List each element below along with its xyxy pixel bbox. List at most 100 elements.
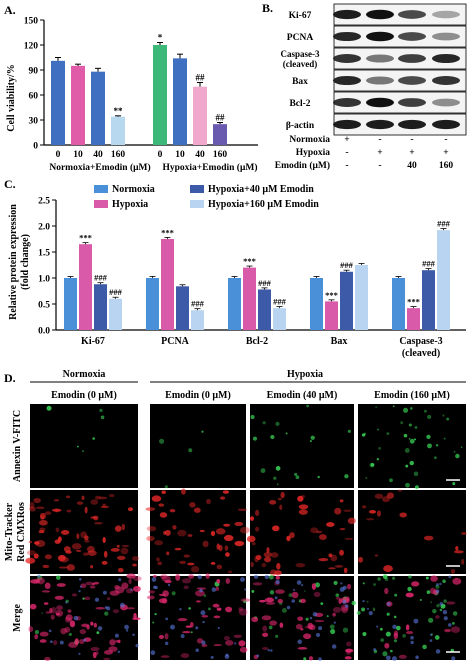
blot-band	[432, 53, 460, 64]
micrograph	[250, 404, 354, 488]
panel-a-bar	[91, 71, 105, 145]
band-label: Bax	[292, 77, 308, 87]
blot-band	[398, 54, 426, 63]
panel-c-bar	[422, 270, 435, 330]
panel-a-xtick: 0	[158, 150, 163, 160]
panel-c-bar	[109, 298, 122, 330]
panel-b-western-blot: Ki-67 PCNA Caspase-3(cleaved) Bax Bcl-2 β-act…	[275, 3, 467, 171]
condition-row-label: Hypoxia	[296, 148, 331, 158]
blot-band	[333, 75, 361, 86]
legend-label: Hypoxia+40 μM Emodin	[208, 184, 314, 195]
panel-c-bar	[161, 239, 174, 330]
condition-cell: -	[345, 148, 348, 158]
micrograph	[358, 490, 466, 574]
panel-c-bar	[340, 271, 353, 330]
panel-a-bar	[173, 58, 187, 146]
panel-d-row-label: Red CMXRos	[16, 502, 27, 562]
legend-label: Hypoxia+160 μM Emodin	[208, 199, 319, 210]
condition-cell: -	[345, 161, 348, 171]
panel-a-ytick: 30	[29, 117, 39, 127]
blot-band	[333, 54, 361, 63]
blot-band	[432, 119, 460, 130]
panel-a-xtick: 40	[93, 150, 103, 160]
panel-c-label: C.	[4, 177, 16, 191]
panel-a-xtick: 0	[56, 150, 61, 160]
legend-swatch	[94, 185, 108, 193]
condition-cell: 40	[407, 161, 417, 171]
panel-c-ytick: 1.5	[38, 249, 50, 259]
panel-d-column-label: Emodin (40 μM)	[267, 390, 338, 401]
panel-a-ytick: 90	[29, 67, 39, 77]
panel-c-annotation: ###	[94, 273, 108, 283]
panel-d-hypoxia: Hypoxia	[287, 369, 323, 380]
panel-c-bar	[64, 278, 77, 330]
legend-swatch	[190, 185, 204, 193]
micrograph	[30, 490, 138, 574]
blot-band	[333, 9, 361, 20]
band-label: β-actin	[286, 121, 315, 131]
panel-c-xtick: Ki-67	[81, 336, 105, 347]
legend-swatch	[94, 200, 108, 208]
blot-band	[333, 98, 361, 107]
panel-a-xtick: 160	[213, 150, 228, 160]
panel-d-row-label: Mito-Tracker	[4, 502, 15, 561]
panel-a-ytick: 60	[29, 92, 39, 102]
panel-c-bar	[94, 284, 107, 330]
band-label: PCNA	[287, 33, 314, 43]
panel-c-annotation: ***	[407, 297, 420, 307]
panel-c-bar	[407, 308, 420, 330]
panel-a-annotation: *	[158, 33, 163, 43]
legend-label: Hypoxia	[112, 199, 148, 210]
panel-c-annotation: ###	[422, 259, 436, 269]
panel-c-annotation: ###	[340, 260, 354, 270]
band-label: Caspase-3	[280, 49, 320, 59]
condition-cell: +	[344, 135, 349, 145]
panel-a-annotation: **	[114, 106, 124, 116]
panel-c-annotation: ###	[191, 299, 205, 309]
panel-a-xtick: 10	[73, 150, 83, 160]
legend-swatch	[190, 200, 204, 208]
condition-cell: +	[443, 148, 448, 158]
panel-c-bar	[273, 308, 286, 330]
panel-c-bar	[325, 301, 338, 330]
panel-c-bar	[437, 230, 450, 330]
condition-cell: -	[378, 135, 381, 145]
panel-d-microscopy: Normoxia Hypoxia Emodin (0 μM) Emodin (0 …	[4, 369, 467, 662]
panel-c-bar	[310, 278, 323, 330]
panel-c-annotation: ***	[243, 256, 256, 266]
panel-a-bar	[213, 124, 227, 145]
blot-band	[432, 76, 460, 85]
condition-cell: -	[410, 135, 413, 145]
blot-band	[366, 31, 394, 42]
blot-band	[398, 32, 426, 41]
blot-band	[432, 10, 460, 19]
panel-c-annotation: ***	[161, 227, 174, 237]
panel-c-annotation: ***	[79, 233, 92, 243]
panel-c-ytick: 2.0	[38, 223, 50, 233]
panel-c-bar	[191, 310, 204, 330]
blot-band	[398, 10, 426, 19]
panel-a-annotation: ##	[196, 73, 206, 83]
blot-band	[366, 97, 394, 108]
panel-d-column-label: Emodin (0 μM)	[165, 390, 231, 401]
panel-c-bar	[176, 286, 189, 330]
legend-label: Normoxia	[112, 184, 155, 195]
panel-a-ytick: 120	[24, 42, 39, 52]
panel-a-ytick: 150	[24, 17, 39, 27]
micrograph	[358, 576, 466, 660]
panel-c-chart: Relative protein expression (fold change…	[8, 184, 466, 359]
panel-c-ytick: 1.0	[38, 275, 50, 285]
panel-c-annotation: ###	[258, 278, 272, 288]
blot-band	[366, 54, 394, 63]
panel-c-bar	[79, 244, 92, 330]
panel-c-xtick: PCNA	[161, 336, 190, 347]
blot-band	[398, 76, 426, 85]
panel-c-bar	[243, 267, 256, 330]
panel-d-row-label: Merge	[12, 604, 23, 632]
blot-band	[432, 98, 460, 107]
blot-band	[366, 119, 394, 130]
panel-d-label: D.	[4, 371, 16, 385]
condition-cell: -	[444, 135, 447, 145]
